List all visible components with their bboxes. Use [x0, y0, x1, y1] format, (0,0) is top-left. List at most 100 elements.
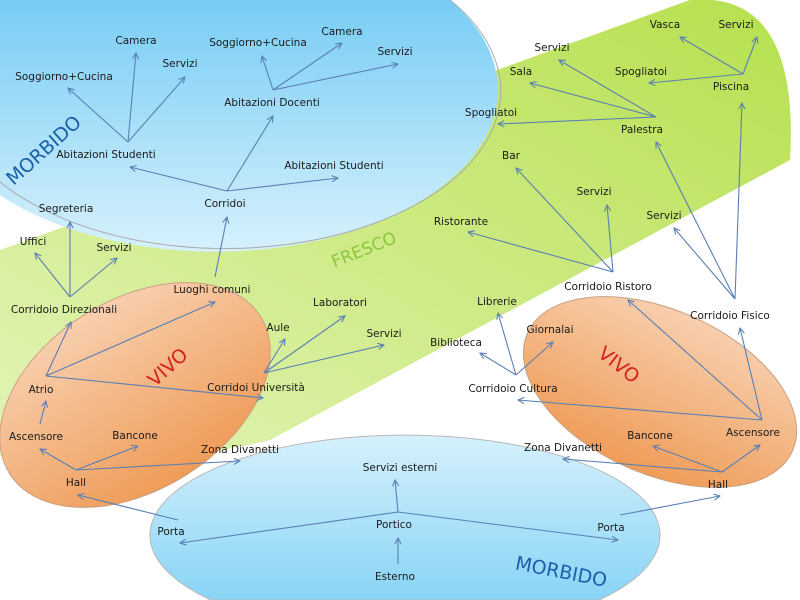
arrow-7-to-4 [262, 56, 274, 91]
node-label: Soggiorno+Cucina [15, 71, 113, 83]
arrow-32-to-30 [742, 37, 757, 75]
vivo-zone-left [0, 282, 271, 508]
node-label: Porta [597, 522, 624, 534]
arrow-7-to-6 [272, 64, 398, 91]
node-label: Servizi [718, 19, 753, 31]
node-label: Servizi [96, 242, 131, 254]
node-label: Servizi [646, 210, 681, 222]
arrow-25-to-23 [78, 495, 179, 521]
node-label: Servizi [162, 58, 197, 70]
node-label: Librerie [477, 296, 517, 308]
node-label: Spogliatoi [615, 66, 667, 78]
arrow-50-to-49 [653, 446, 723, 473]
arrow-14-to-9 [214, 217, 227, 278]
node-label: Corridoio Cultura [468, 383, 557, 395]
arrow-19-to-17 [263, 345, 384, 374]
node-label: Esterno [375, 571, 415, 583]
node-label: Soggiorno+Cucina [209, 37, 307, 49]
arrow-47-to-46 [518, 400, 763, 421]
arrow-43-to-40 [674, 228, 736, 300]
arrow-41-to-37 [516, 168, 614, 273]
arrow-50-to-47 [563, 459, 723, 473]
arrow-23-to-20 [40, 449, 77, 471]
arrow-18-to-14 [45, 302, 215, 377]
node-label: Ascensore [9, 431, 63, 443]
arrow-46-to-42 [480, 353, 517, 376]
arrow-13-to-12 [69, 258, 117, 298]
arrow-13-to-11 [35, 253, 71, 298]
node-label: Spogliatoi [465, 107, 517, 119]
node-label: Bar [502, 150, 521, 162]
arrow-3-to-2 [68, 88, 129, 143]
arrow-47-to-41 [628, 300, 763, 421]
node-label: Ristorante [434, 216, 488, 228]
arrow-9-to-8 [226, 178, 338, 192]
node-label: Bancone [627, 430, 673, 442]
arrow-9-to-7 [226, 116, 273, 192]
arrow-7-to-5 [272, 43, 342, 91]
arrow-18-to-19 [45, 375, 263, 398]
arrow-26-to-25 [180, 511, 399, 543]
node-label: Biblioteca [430, 337, 482, 349]
arrow-18-to-13 [45, 322, 71, 377]
arrow-3-to-1 [127, 77, 185, 143]
arrow-41-to-39 [468, 232, 614, 273]
morbido-zone-top [0, 0, 498, 252]
arrow-43-to-36 [656, 142, 736, 300]
arrow-36-to-34 [530, 83, 657, 118]
node-label: Sala [510, 66, 532, 78]
arrow-23-to-21 [75, 446, 138, 471]
arrow-26-to-28 [397, 511, 618, 540]
arrow-46-to-45 [515, 342, 553, 376]
arrow-3-to-0 [127, 53, 136, 143]
node-label: Palestra [621, 124, 663, 136]
arrow-41-to-38 [607, 205, 614, 273]
node-label: Camera [321, 26, 362, 38]
morbido-zone-bottom [149, 434, 661, 600]
node-label: Abitazioni Studenti [284, 160, 383, 172]
node-label: Luoghi comuni [174, 284, 251, 296]
arrow-46-to-44 [498, 313, 517, 376]
node-label: Ascensore [726, 427, 780, 439]
node-label: Laboratori [313, 297, 367, 309]
node-label: Hall [708, 479, 728, 491]
vivo-zone-right [522, 296, 798, 488]
node-label: Hall [66, 477, 86, 489]
node-label: Zona Divanetti [201, 444, 279, 456]
arrow-36-to-35 [498, 116, 657, 124]
node-label: Corridoio Direzionali [11, 304, 117, 316]
arrow-32-to-29 [680, 37, 744, 75]
node-label: Portico [376, 519, 412, 531]
node-label: Bancone [112, 430, 158, 442]
arrow-19-to-16 [263, 339, 285, 374]
morbido-zone-top-edge [0, 0, 502, 250]
node-label: Uffici [20, 236, 47, 248]
node-label: Vasca [650, 19, 680, 31]
node-label: Servizi [576, 186, 611, 198]
node-label: Aule [266, 322, 289, 334]
arrow-20-to-18 [39, 401, 46, 425]
node-label: Atrio [29, 384, 54, 396]
node-label: Servizi [366, 328, 401, 340]
arrow-47-to-43 [740, 328, 763, 421]
arrow-50-to-48 [721, 445, 760, 473]
node-label: Corridoio Fisico [690, 310, 770, 322]
node-label: Giornalai [527, 324, 574, 336]
arrow-32-to-31 [649, 73, 744, 83]
node-label: Segreteria [39, 203, 94, 215]
arrow-26-to-24 [395, 480, 398, 513]
node-label: Camera [115, 35, 156, 47]
node-label: Porta [157, 526, 184, 538]
node-label: Corridoio Ristoro [564, 281, 652, 293]
node-label: Piscina [713, 81, 749, 93]
node-label: Abitazioni Studenti [56, 149, 155, 161]
arrow-36-to-33 [559, 60, 657, 118]
arrow-28-to-50 [619, 496, 720, 516]
node-label: Corridoi [204, 198, 245, 210]
node-label: Servizi [534, 42, 569, 54]
arrow-19-to-15 [263, 316, 345, 374]
arrow-23-to-22 [75, 461, 240, 471]
node-label: Zona Divanetti [524, 442, 602, 454]
